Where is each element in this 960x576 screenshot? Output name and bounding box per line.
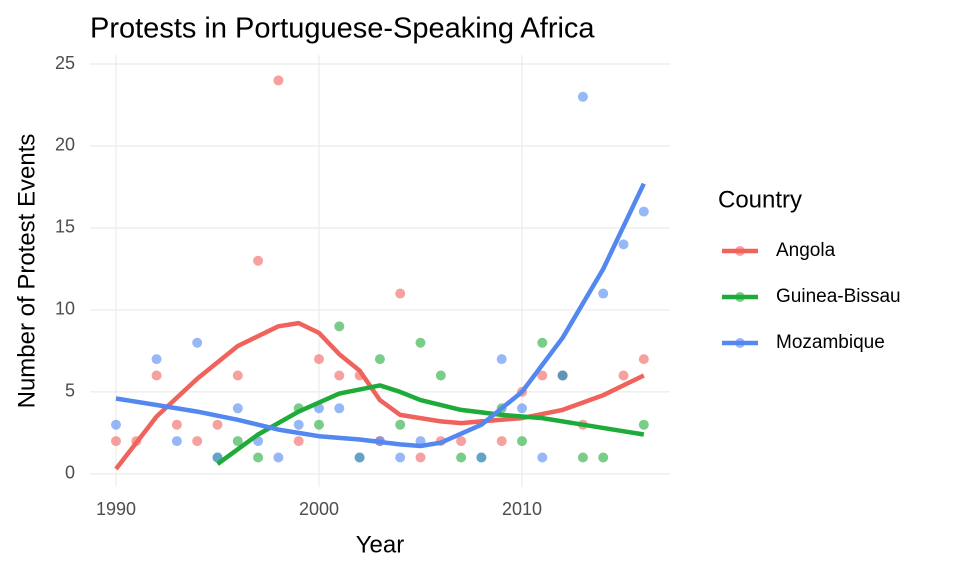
data-point xyxy=(618,370,629,381)
data-point xyxy=(110,419,121,430)
smooth-line xyxy=(216,383,645,466)
data-point xyxy=(273,452,284,463)
data-point xyxy=(110,436,121,447)
y-tick-label: 5 xyxy=(65,381,75,401)
smooth-line xyxy=(115,182,646,449)
data-point xyxy=(395,452,406,463)
data-point xyxy=(476,452,487,463)
data-point xyxy=(638,419,649,430)
data-point xyxy=(334,321,345,332)
x-axis-title: Year xyxy=(356,531,405,558)
data-point xyxy=(192,436,203,447)
y-tick-label: 10 xyxy=(55,299,75,319)
data-point xyxy=(273,75,284,86)
data-point xyxy=(151,354,162,365)
data-point xyxy=(456,436,467,447)
data-point xyxy=(395,419,406,430)
legend-point xyxy=(735,246,745,256)
data-point xyxy=(253,452,264,463)
legend-point xyxy=(735,292,745,302)
data-point xyxy=(232,436,243,447)
data-point xyxy=(151,370,162,381)
data-point xyxy=(212,419,223,430)
legend-label: Angola xyxy=(776,240,836,261)
data-point xyxy=(293,436,304,447)
data-point xyxy=(293,419,304,430)
data-point xyxy=(557,370,568,381)
data-point xyxy=(537,452,548,463)
data-point xyxy=(517,403,528,414)
data-point xyxy=(537,370,548,381)
data-point xyxy=(638,354,649,365)
data-point xyxy=(171,419,182,430)
data-point xyxy=(537,337,548,348)
data-point xyxy=(577,452,588,463)
data-point xyxy=(435,370,446,381)
data-point xyxy=(638,206,649,217)
data-point xyxy=(496,436,507,447)
data-point xyxy=(517,436,528,447)
legend-point xyxy=(735,338,745,348)
x-tick-label: 1990 xyxy=(96,499,136,519)
x-tick-label: 2010 xyxy=(502,499,542,519)
data-point xyxy=(354,452,365,463)
data-point xyxy=(456,452,467,463)
data-point xyxy=(415,337,426,348)
y-tick-label: 15 xyxy=(55,217,75,237)
data-point xyxy=(192,337,203,348)
data-point xyxy=(598,288,609,299)
data-point xyxy=(374,354,385,365)
x-tick-label: 2000 xyxy=(299,499,339,519)
y-tick-label: 20 xyxy=(55,135,75,155)
legend-title: Country xyxy=(718,186,802,213)
data-point xyxy=(334,403,345,414)
data-point xyxy=(232,370,243,381)
data-point xyxy=(577,91,588,102)
data-point xyxy=(598,452,609,463)
data-point xyxy=(253,255,264,266)
chart-title: Protests in Portuguese-Speaking Africa xyxy=(90,13,595,45)
data-point xyxy=(618,239,629,250)
data-point xyxy=(415,452,426,463)
data-point xyxy=(313,354,324,365)
data-point xyxy=(232,403,243,414)
y-tick-label: 0 xyxy=(65,463,75,483)
y-axis-title: Number of Protest Events xyxy=(13,134,40,409)
legend-label: Mozambique xyxy=(776,332,885,353)
data-point xyxy=(171,436,182,447)
data-point xyxy=(496,354,507,365)
data-point xyxy=(313,419,324,430)
y-tick-label: 25 xyxy=(55,53,75,73)
data-point xyxy=(334,370,345,381)
data-point xyxy=(395,288,406,299)
legend-label: Guinea-Bissau xyxy=(776,286,901,307)
